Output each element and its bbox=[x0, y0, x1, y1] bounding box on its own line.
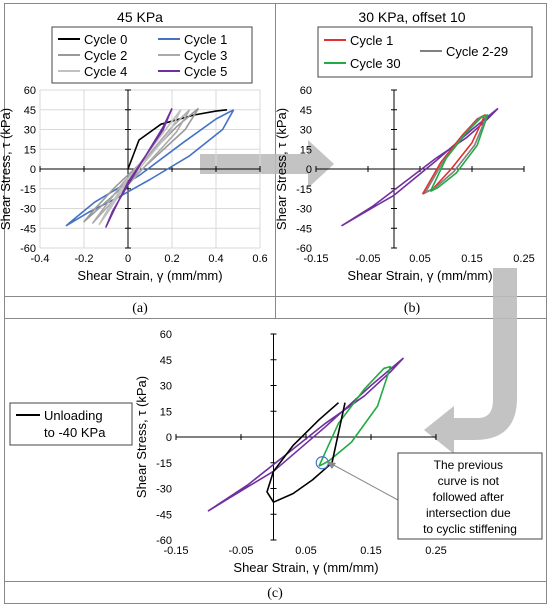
y-tick-label: 60 bbox=[300, 85, 312, 97]
transition-arrows bbox=[200, 140, 517, 454]
y-axis-label: Shear Stress, τ (kPa) bbox=[134, 376, 149, 498]
y-tick-label: -30 bbox=[296, 204, 312, 216]
y-tick-label: 45 bbox=[160, 355, 172, 367]
y-tick-label: -30 bbox=[20, 204, 36, 216]
y-tick-label: -60 bbox=[156, 535, 172, 547]
legend-a-label-3: Cycle 3 bbox=[184, 48, 227, 63]
y-tick-label: 45 bbox=[24, 105, 36, 117]
y-axis-label: Shear Stress, τ (kPa) bbox=[0, 108, 13, 230]
x-tick-label: -0.05 bbox=[355, 253, 380, 265]
y-tick-label: 30 bbox=[160, 381, 172, 393]
figure-frame bbox=[4, 3, 547, 604]
series-line-cycle-5 bbox=[105, 108, 173, 228]
y-tick-label: -30 bbox=[156, 484, 172, 496]
series-line-cycle-0 bbox=[127, 109, 228, 170]
legend-panel-c: Unloading to -40 KPa bbox=[9, 402, 133, 446]
legend-a-label-5: Cycle 5 bbox=[184, 64, 227, 79]
y-tick-label: 30 bbox=[24, 125, 36, 137]
legend-a-label-1: Cycle 1 bbox=[184, 32, 227, 47]
y-axis-label: Shear Stress, τ (kPa) bbox=[274, 108, 289, 230]
y-tick-label: 0 bbox=[30, 164, 36, 176]
series-line-cycle-3 bbox=[92, 109, 191, 224]
y-tick-label: 15 bbox=[300, 144, 312, 156]
legend-a-label-4: Cycle 4 bbox=[84, 64, 127, 79]
legend-b-label-cycle2-29: Cycle 2-29 bbox=[446, 44, 508, 59]
series-line-unloading-to-40-kpa bbox=[266, 402, 346, 503]
panel-b-caption: (b) bbox=[404, 301, 421, 316]
y-tick-label: -60 bbox=[20, 243, 36, 255]
legend-a-label-0: Cycle 0 bbox=[84, 32, 127, 47]
x-tick-label: 0.15 bbox=[461, 253, 482, 265]
chart-b: -0.15 -0.05 0.05 0.15 0.25 60 45 30 15 0 -15 -30 -45… bbox=[274, 85, 535, 283]
panel-a-caption: (a) bbox=[132, 301, 148, 316]
legend-panel-b: Cycle 1 Cycle 2-29 Cycle 30 bbox=[317, 26, 533, 78]
x-tick-label: -0.05 bbox=[228, 545, 253, 557]
x-axis-label: Shear Strain, γ (mm/mm) bbox=[233, 560, 378, 575]
series-line-outer-loop bbox=[341, 107, 499, 227]
y-tick-label: 15 bbox=[24, 144, 36, 156]
x-tick-label: 0.05 bbox=[295, 545, 316, 557]
x-axis-label: Shear Strain, γ (mm/mm) bbox=[77, 268, 222, 283]
x-tick-label: -0.2 bbox=[75, 253, 94, 265]
y-tick-label: 0 bbox=[166, 432, 172, 444]
y-tick-label: 15 bbox=[160, 406, 172, 418]
legend-panel-a: Cycle 0 Cycle 1 Cycle 2 Cycle 3 Cycle 4 … bbox=[51, 26, 253, 84]
x-tick-label: 0.15 bbox=[360, 545, 381, 557]
legend-b-label-cycle30: Cycle 30 bbox=[350, 56, 401, 71]
series-line-outer-loop bbox=[318, 365, 392, 467]
legend-c-label-unloading: Unloading to -40 KPa bbox=[44, 408, 106, 440]
x-tick-label: -0.15 bbox=[163, 545, 188, 557]
panel-b-title: 30 KPa, offset 10 bbox=[358, 9, 465, 25]
y-tick-label: 60 bbox=[24, 85, 36, 97]
y-tick-label: -45 bbox=[296, 223, 312, 235]
annotation-callout: The previous curve is not followed after… bbox=[326, 452, 543, 540]
annotation-pointer bbox=[327, 461, 399, 501]
series-line-cycle-30 bbox=[429, 114, 489, 193]
y-tick-label: 30 bbox=[300, 125, 312, 137]
series-line-cycle-4 bbox=[98, 109, 182, 226]
y-tick-label: -15 bbox=[20, 184, 36, 196]
chart-c: -0.15 -0.05 0.05 0.15 0.25 60 45 30 15 0 -15 -30 -45… bbox=[134, 329, 447, 575]
x-tick-label: -0.15 bbox=[303, 253, 328, 265]
panel-c-caption: (c) bbox=[267, 586, 283, 601]
panel-a-title: 45 KPa bbox=[117, 9, 163, 25]
x-tick-label: 0.25 bbox=[425, 545, 446, 557]
x-tick-label: 0 bbox=[125, 253, 131, 265]
series-line-outer-loop bbox=[207, 357, 405, 512]
annotation-pointer-head bbox=[326, 461, 336, 469]
arrow-a-to-b bbox=[200, 140, 334, 188]
x-axis-label: Shear Strain, γ (mm/mm) bbox=[347, 268, 492, 283]
x-tick-label: -0.4 bbox=[31, 253, 50, 265]
x-tick-label: 0.05 bbox=[409, 253, 430, 265]
y-tick-label: 45 bbox=[300, 105, 312, 117]
x-tick-label: 0.25 bbox=[513, 253, 534, 265]
arrow-b-to-c bbox=[424, 268, 517, 454]
y-tick-label: -45 bbox=[20, 223, 36, 235]
x-tick-label: 0.4 bbox=[208, 253, 223, 265]
y-tick-label: 60 bbox=[160, 329, 172, 341]
legend-b-label-cycle1: Cycle 1 bbox=[350, 33, 393, 48]
legend-a-label-2: Cycle 2 bbox=[84, 48, 127, 63]
y-tick-label: -15 bbox=[156, 458, 172, 470]
chart-a: -0.4 -0.2 0 0.2 0.4 0.6 60 45 30 15 0 -15 -30 -45 -60 S… bbox=[0, 85, 268, 283]
x-tick-label: 0.6 bbox=[252, 253, 267, 265]
x-tick-label: 0.2 bbox=[164, 253, 179, 265]
y-tick-label: -60 bbox=[296, 243, 312, 255]
y-tick-label: -15 bbox=[296, 184, 312, 196]
annotation-text: The previous curve is not followed after… bbox=[423, 458, 517, 536]
y-tick-label: 0 bbox=[306, 164, 312, 176]
series-line-cycle-1 bbox=[65, 109, 235, 227]
y-tick-label: -45 bbox=[156, 509, 172, 521]
